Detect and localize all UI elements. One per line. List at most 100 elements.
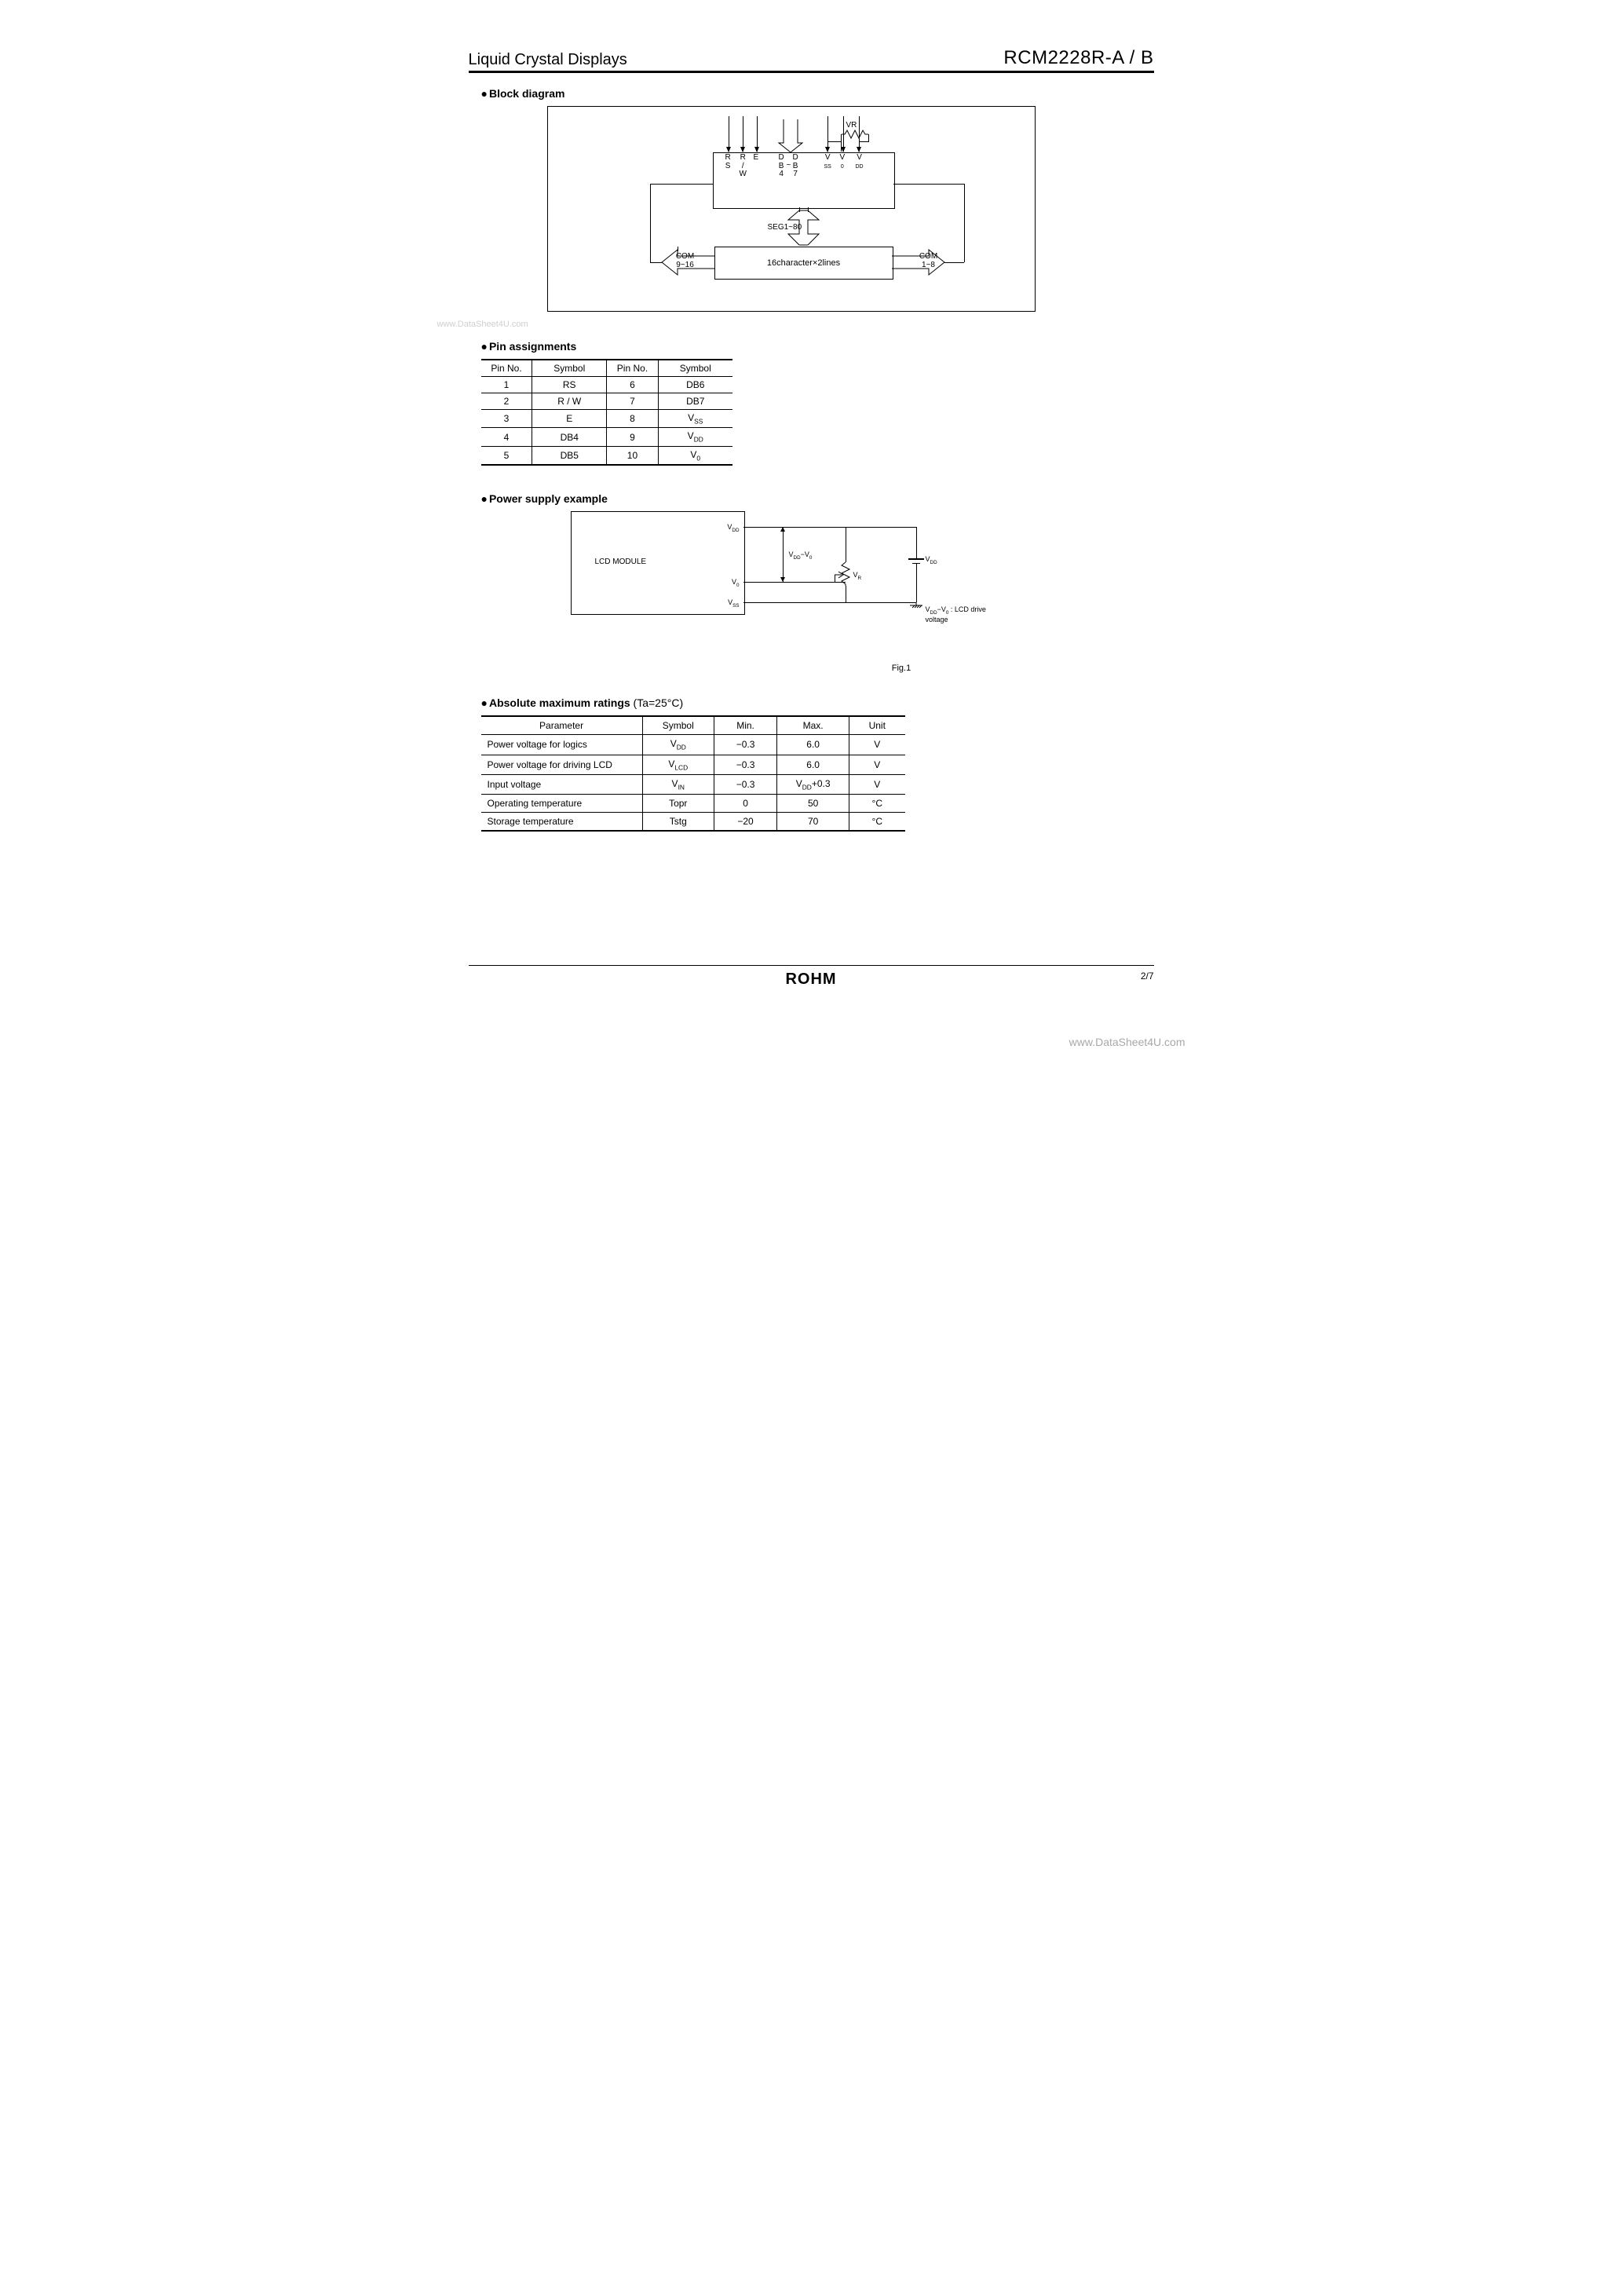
table-cell: 70 <box>777 813 849 832</box>
table-cell: V <box>849 735 905 755</box>
table-cell: E <box>532 410 607 428</box>
table-row: 3E8VSS <box>481 410 732 428</box>
watermark-left: www.DataSheet4U.com <box>437 320 1154 329</box>
table-header: Min. <box>714 716 776 735</box>
table-header: Symbol <box>532 360 607 377</box>
diagram-line <box>916 527 917 558</box>
table-cell: VIN <box>642 774 714 794</box>
diagram-line <box>650 184 651 262</box>
pin-label: DB7 <box>793 154 798 179</box>
table-cell: R / W <box>532 393 607 410</box>
pin-label: DB4 <box>779 154 784 179</box>
part-number: RCM2228R-A / B <box>1003 47 1153 69</box>
input-arrow <box>859 116 860 152</box>
table-cell: 0 <box>714 795 776 813</box>
lcd-module-label: LCD MODULE <box>595 558 647 566</box>
diagram-line <box>827 141 842 142</box>
table-cell: 3 <box>481 410 532 428</box>
table-cell: −0.3 <box>714 735 776 755</box>
table-cell: 6 <box>606 377 658 393</box>
table-cell: 8 <box>606 410 658 428</box>
wiper-arrow-icon <box>835 571 844 579</box>
category-title: Liquid Crystal Displays <box>469 51 627 69</box>
diagram-line <box>743 582 846 583</box>
table-cell: VDD <box>658 428 732 446</box>
table-cell: Storage temperature <box>481 813 643 832</box>
table-cell: DB6 <box>658 377 732 393</box>
table-cell: DB5 <box>532 446 607 465</box>
pin-label: VDD <box>856 154 864 170</box>
com-right-label: COM1~8 <box>909 252 948 276</box>
table-cell: VLCD <box>642 755 714 774</box>
table-header: Pin No. <box>481 360 532 377</box>
com-left-label: COM9~16 <box>666 252 705 276</box>
table-cell: DB4 <box>532 428 607 446</box>
table-cell: Tstg <box>642 813 714 832</box>
figure-caption: Fig.1 <box>649 664 1154 673</box>
ground-icon <box>910 602 922 613</box>
input-arrow <box>843 116 844 152</box>
table-header: Unit <box>849 716 905 735</box>
table-cell: 1 <box>481 377 532 393</box>
table-cell: 50 <box>777 795 849 813</box>
table-cell: °C <box>849 795 905 813</box>
table-row: 2R / W7DB7 <box>481 393 732 410</box>
table-cell: V <box>849 774 905 794</box>
table-cell: 7 <box>606 393 658 410</box>
lcd-panel-label: 16character×2lines <box>767 258 840 268</box>
vdd-source-label: VDD <box>926 555 937 565</box>
diagram-line <box>650 184 713 185</box>
diagram-line <box>743 602 916 603</box>
diagram-line <box>799 207 800 212</box>
pin-label: E <box>754 154 759 163</box>
page-number: 2/7 <box>1123 971 1154 982</box>
lcd-module-box: LCD MODULE VDD V0 VSS <box>571 511 745 615</box>
pin-v0-label: V0 <box>732 578 740 588</box>
table-row: 4DB49VDD <box>481 428 732 446</box>
table-row: Operating temperatureTopr050°C <box>481 795 905 813</box>
table-cell: Topr <box>642 795 714 813</box>
page-header: Liquid Crystal Displays RCM2228R-A / B <box>469 47 1154 73</box>
pin-vss-label: VSS <box>728 598 739 609</box>
bus-arrow-icon <box>777 119 804 152</box>
table-cell: °C <box>849 813 905 832</box>
table-header: Symbol <box>642 716 714 735</box>
table-cell: −20 <box>714 813 776 832</box>
table-row: 5DB510V0 <box>481 446 732 465</box>
drive-voltage-note: VDD−V0 : LCD drive voltage <box>926 605 1010 623</box>
seg-bus-icon <box>743 210 864 245</box>
pin-label: ~ <box>787 162 791 170</box>
diagram-line <box>743 527 916 528</box>
diagram-line <box>964 184 965 262</box>
table-cell: Power voltage for logics <box>481 735 643 755</box>
table-cell: 6.0 <box>777 735 849 755</box>
voltage-span-arrow <box>783 527 784 582</box>
rohm-logo: ROHM <box>500 971 1123 989</box>
input-arrow <box>827 116 828 152</box>
section-power-supply: Power supply example <box>481 492 1154 505</box>
pin-assignment-table: Pin No.SymbolPin No.Symbol 1RS6DB62R / W… <box>481 359 732 466</box>
diagram-line <box>893 184 964 185</box>
diagram-line <box>650 262 662 263</box>
table-cell: V0 <box>658 446 732 465</box>
table-cell: VDD <box>642 735 714 755</box>
table-cell: VSS <box>658 410 732 428</box>
table-header: Max. <box>777 716 849 735</box>
table-cell: Power voltage for driving LCD <box>481 755 643 774</box>
input-arrow <box>757 116 758 152</box>
lcd-panel: 16character×2lines <box>714 247 893 280</box>
pin-label: VSS <box>824 154 831 170</box>
diagram-line <box>868 134 869 141</box>
section-block-diagram: Block diagram <box>481 87 1154 100</box>
table-cell: 6.0 <box>777 755 849 774</box>
table-cell: 4 <box>481 428 532 446</box>
table-cell: 9 <box>606 428 658 446</box>
table-cell: DB7 <box>658 393 732 410</box>
pin-label: V0 <box>840 154 846 170</box>
vr-label: VR <box>846 121 857 130</box>
table-cell: RS <box>532 377 607 393</box>
table-row: Power voltage for driving LCDVLCD−0.36.0… <box>481 755 905 774</box>
table-cell: Input voltage <box>481 774 643 794</box>
diagram-line <box>859 141 869 142</box>
abs-max-table: ParameterSymbolMin.Max.Unit Power voltag… <box>481 715 905 832</box>
